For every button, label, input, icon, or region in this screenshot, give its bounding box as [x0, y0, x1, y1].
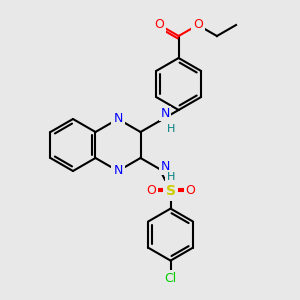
Text: H: H: [167, 124, 175, 134]
Text: O: O: [193, 19, 203, 32]
Text: N: N: [160, 107, 170, 120]
Text: H: H: [167, 172, 175, 182]
Text: Cl: Cl: [164, 272, 177, 285]
Text: S: S: [166, 184, 176, 198]
Text: N: N: [113, 164, 123, 178]
Text: O: O: [154, 19, 164, 32]
Text: O: O: [146, 184, 156, 197]
Text: N: N: [113, 112, 123, 125]
Text: N: N: [160, 160, 170, 173]
Text: O: O: [185, 184, 195, 197]
